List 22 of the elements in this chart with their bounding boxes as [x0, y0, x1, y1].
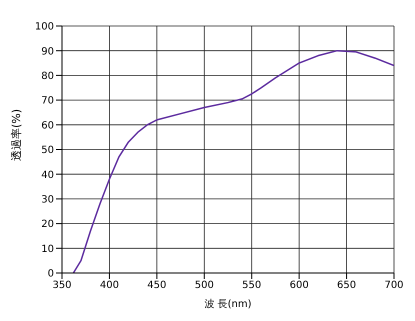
- y-tick-label: 100: [34, 22, 54, 33]
- y-tick-label: 80: [41, 70, 54, 82]
- x-axis-title: 波 長(nm): [204, 298, 252, 310]
- x-tick-label: 550: [242, 280, 262, 292]
- x-tick-label: 400: [100, 280, 119, 292]
- y-tick-label: 20: [41, 219, 54, 230]
- y-tick-label: 40: [41, 170, 54, 181]
- y-tick-label: 90: [41, 46, 54, 58]
- y-tick-label: 50: [41, 145, 54, 156]
- x-tick-label: 450: [147, 280, 166, 292]
- y-tick-label: 0: [48, 268, 54, 280]
- x-tick-label: 500: [194, 280, 214, 292]
- y-axis-title: 透過率(%): [10, 108, 24, 164]
- x-tick-label: 650: [337, 280, 356, 292]
- y-tick-label: 60: [41, 120, 54, 132]
- line-series: [72, 50, 394, 273]
- y-tick-label: 30: [41, 194, 54, 206]
- y-tick-label: 70: [41, 96, 54, 107]
- x-tick-label: 600: [290, 280, 309, 292]
- y-tick-label: 10: [41, 244, 54, 255]
- x-tick-label: 700: [384, 280, 404, 292]
- x-tick-label: 350: [52, 280, 72, 292]
